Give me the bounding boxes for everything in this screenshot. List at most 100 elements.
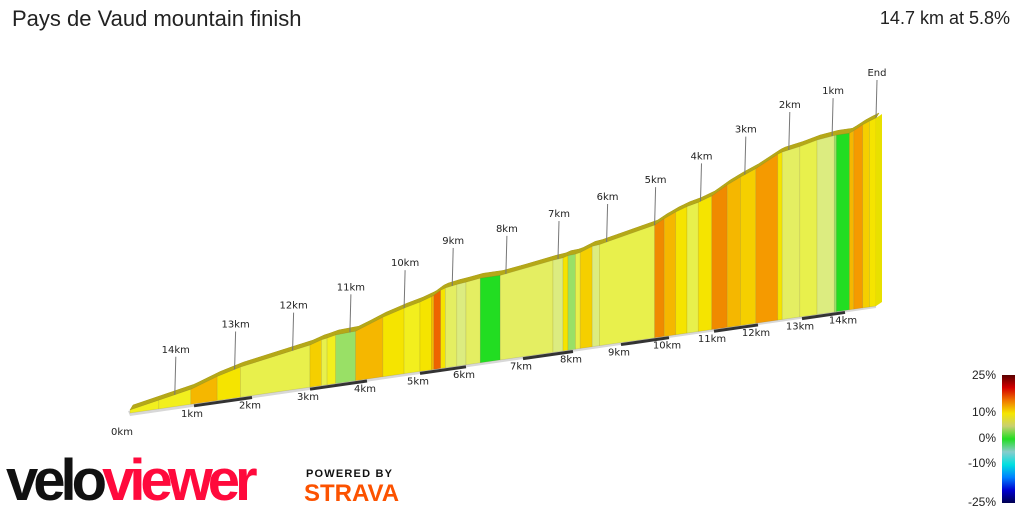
km-band-dark bbox=[522, 349, 574, 361]
veloviewer-logo[interactable]: veloviewer bbox=[6, 448, 258, 513]
gradient-segment bbox=[675, 206, 688, 336]
gradient-segment bbox=[726, 176, 741, 328]
remaining-marker-line bbox=[234, 331, 237, 370]
remaining-marker-label: 13km bbox=[221, 319, 249, 330]
remaining-marker-label: 4km bbox=[691, 151, 713, 162]
gradient-segment bbox=[465, 277, 481, 366]
distance-tick-label: 7km bbox=[510, 362, 532, 373]
gradient-segment bbox=[440, 287, 446, 369]
km-band-dark bbox=[419, 365, 467, 375]
gradient-segment bbox=[479, 275, 501, 364]
gradient-segment bbox=[562, 255, 569, 352]
remaining-marker-label: 3km bbox=[735, 125, 757, 136]
gradient-segment bbox=[419, 296, 432, 372]
gradient-segment bbox=[433, 289, 442, 370]
remaining-marker-label: End bbox=[867, 68, 886, 79]
remaining-marker-line bbox=[174, 356, 177, 395]
gradient-segment bbox=[456, 281, 467, 367]
gradient-segment bbox=[833, 134, 837, 313]
strava-logo[interactable]: STRAVA bbox=[304, 480, 400, 507]
km-band-dark bbox=[620, 336, 670, 347]
remaining-marker-line bbox=[557, 221, 560, 260]
remaining-marker-line bbox=[451, 247, 454, 286]
gradient-segment bbox=[711, 184, 728, 330]
gradient-segment bbox=[403, 301, 421, 375]
gradient-segment bbox=[862, 120, 870, 309]
gradient-segment bbox=[326, 334, 336, 386]
climb-stats: 14.7 km at 5.8% bbox=[879, 8, 1010, 28]
distance-tick-label: 4km bbox=[354, 384, 376, 395]
gradient-segment bbox=[799, 139, 818, 318]
profile-end-face bbox=[876, 114, 882, 306]
gradient-segment bbox=[431, 294, 435, 371]
gradient-segment bbox=[836, 132, 850, 313]
legend-label-neg10: -10% bbox=[967, 456, 996, 470]
powered-by-label: POWERED BY bbox=[306, 468, 394, 480]
remaining-marker-line bbox=[831, 98, 834, 137]
gradient-segment bbox=[309, 339, 322, 388]
distance-tick-label: 9km bbox=[608, 348, 630, 359]
legend-label-max: 25% bbox=[971, 368, 996, 382]
remaining-marker-line bbox=[292, 312, 295, 351]
gradient-segment bbox=[567, 253, 576, 351]
gradient-segment bbox=[499, 259, 554, 361]
gradient-segment bbox=[444, 284, 458, 369]
gradient-segment bbox=[591, 244, 600, 348]
distance-tick-label: 0km bbox=[111, 427, 133, 438]
km-band-dark bbox=[193, 396, 253, 408]
distance-tick-label: 14km bbox=[829, 315, 857, 326]
distance-tick-label: 10km bbox=[653, 341, 681, 352]
remaining-marker-label: 12km bbox=[279, 301, 307, 312]
remaining-marker-label: 7km bbox=[548, 209, 570, 220]
remaining-marker-label: 6km bbox=[597, 192, 619, 203]
gradient-segment bbox=[382, 307, 405, 378]
gradient-segment bbox=[853, 124, 864, 310]
gradient-segment bbox=[740, 168, 757, 326]
km-band-dark bbox=[801, 310, 846, 321]
gradient-segment bbox=[781, 146, 801, 320]
remaining-marker-label: 1km bbox=[822, 86, 844, 97]
remaining-marker-line bbox=[744, 136, 747, 175]
gradient-segment bbox=[849, 130, 855, 311]
remaining-marker-label: 10km bbox=[391, 258, 419, 269]
remaining-marker-line bbox=[505, 235, 508, 274]
gradient-segment bbox=[552, 257, 564, 353]
gradient-segment bbox=[869, 117, 877, 308]
distance-tick-label: 11km bbox=[698, 334, 726, 345]
gradient-segment bbox=[321, 337, 328, 386]
gradient-segment bbox=[599, 224, 655, 347]
remaining-marker-line bbox=[875, 79, 878, 119]
remaining-marker-label: 5km bbox=[645, 175, 667, 186]
gradient-segment bbox=[777, 151, 783, 321]
remaining-marker-label: 14km bbox=[162, 345, 190, 356]
remaining-marker-line bbox=[403, 270, 406, 309]
remaining-marker-line bbox=[349, 294, 352, 333]
remaining-marker-label: 2km bbox=[779, 100, 801, 111]
gradient-segment bbox=[335, 330, 356, 384]
legend-label-min: -25% bbox=[967, 495, 996, 509]
gradient-segment bbox=[816, 135, 835, 315]
km-band-dark bbox=[309, 379, 368, 391]
gradient-segment bbox=[686, 202, 699, 334]
legend-label-0: 0% bbox=[978, 431, 996, 445]
distance-tick-label: 5km bbox=[407, 376, 429, 387]
gradient-segment bbox=[755, 153, 779, 324]
gradient-segment bbox=[575, 252, 581, 350]
remaining-marker-label: 9km bbox=[442, 236, 464, 247]
gradient-segment bbox=[654, 218, 665, 339]
remaining-marker-line bbox=[700, 163, 702, 202]
distance-tick-label: 13km bbox=[786, 322, 814, 333]
gradient-color-scale bbox=[1002, 375, 1015, 503]
remaining-marker-line bbox=[606, 204, 609, 243]
gradient-segment bbox=[663, 211, 677, 337]
legend-label-10: 10% bbox=[971, 405, 996, 419]
distance-tick-label: 3km bbox=[297, 392, 319, 403]
km-band-dark bbox=[713, 323, 759, 333]
distance-tick-label: 2km bbox=[239, 401, 261, 412]
remaining-marker-label: 11km bbox=[337, 282, 365, 293]
distance-tick-label: 1km bbox=[181, 409, 203, 420]
remaining-marker-line bbox=[654, 187, 657, 226]
gradient-segment bbox=[697, 195, 713, 332]
page-title: Pays de Vaud mountain finish bbox=[12, 6, 302, 31]
